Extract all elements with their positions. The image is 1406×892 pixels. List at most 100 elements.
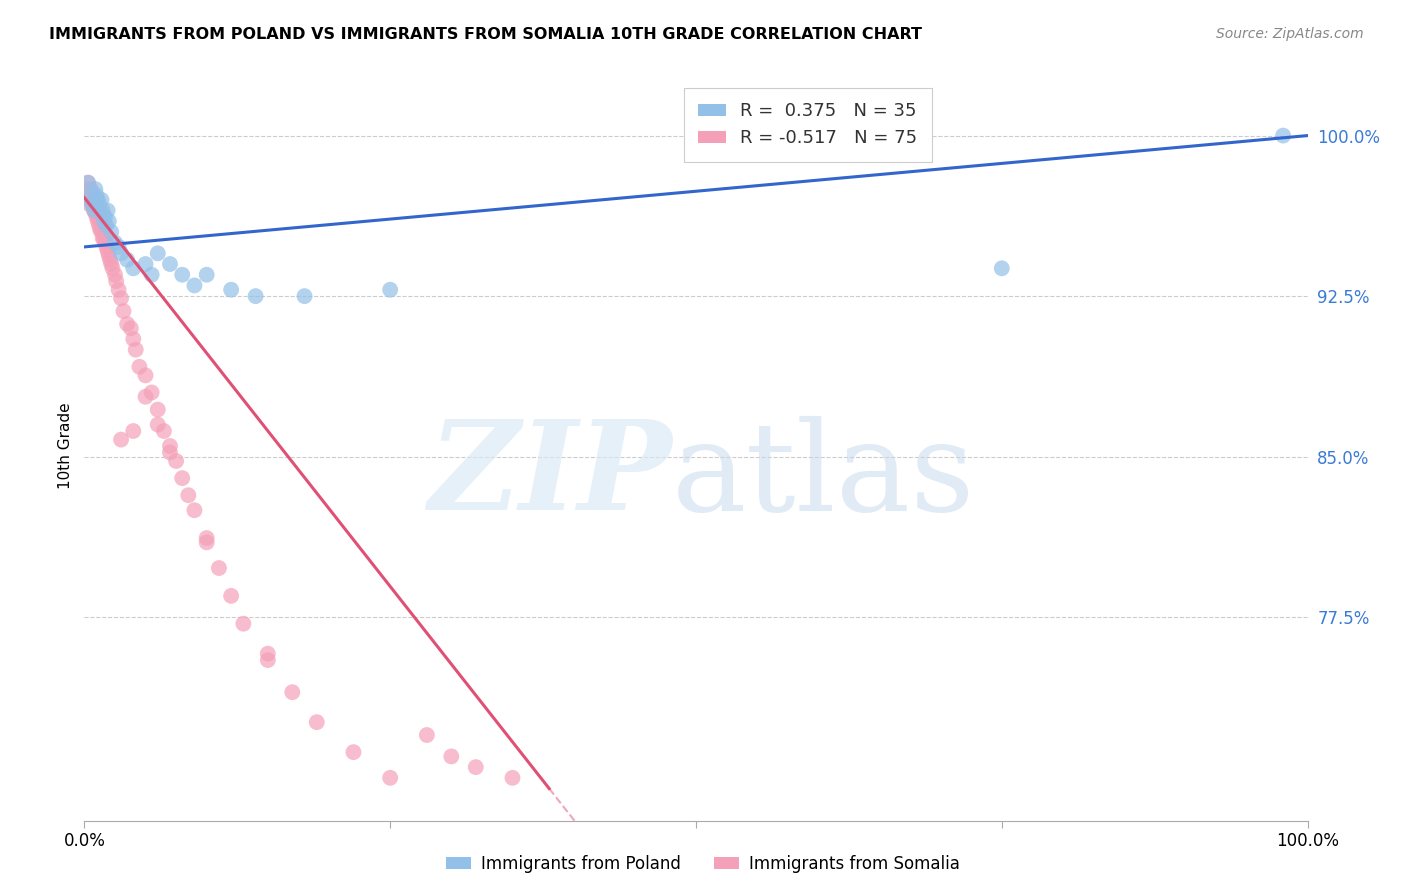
Point xyxy=(77,188,100,202)
Point xyxy=(82,197,104,211)
Point xyxy=(141,385,163,400)
Point xyxy=(165,454,187,468)
Point xyxy=(128,359,150,374)
Point xyxy=(125,343,148,357)
Point xyxy=(110,291,132,305)
Point xyxy=(83,203,105,218)
Point xyxy=(87,197,110,211)
Point xyxy=(77,197,100,211)
Point xyxy=(146,402,169,417)
Point xyxy=(93,223,115,237)
Point xyxy=(195,531,218,545)
Point xyxy=(79,188,101,202)
Point xyxy=(82,188,104,202)
Point xyxy=(86,210,108,224)
Point xyxy=(96,219,118,233)
Point xyxy=(172,268,194,282)
Point xyxy=(104,268,127,282)
Point xyxy=(135,368,157,383)
Point xyxy=(380,283,402,297)
Point xyxy=(89,203,111,218)
Legend: R =  0.375   N = 35, R = -0.517   N = 75: R = 0.375 N = 35, R = -0.517 N = 75 xyxy=(685,88,932,161)
Point xyxy=(122,424,145,438)
Point xyxy=(100,257,122,271)
Point xyxy=(219,589,242,603)
Point xyxy=(86,199,108,213)
Text: IMMIGRANTS FROM POLAND VS IMMIGRANTS FROM SOMALIA 10TH GRADE CORRELATION CHART: IMMIGRANTS FROM POLAND VS IMMIGRANTS FRO… xyxy=(49,27,922,42)
Point xyxy=(80,197,103,211)
Point xyxy=(135,257,157,271)
Point xyxy=(342,745,364,759)
Point xyxy=(77,176,100,190)
Point xyxy=(153,424,176,438)
Point xyxy=(79,193,101,207)
Point xyxy=(464,760,486,774)
Point xyxy=(159,439,181,453)
Point xyxy=(105,274,128,288)
Legend: Immigrants from Poland, Immigrants from Somalia: Immigrants from Poland, Immigrants from … xyxy=(439,848,967,880)
Point xyxy=(91,231,114,245)
Point xyxy=(97,203,120,218)
Point xyxy=(172,471,194,485)
Point xyxy=(177,488,200,502)
Point xyxy=(83,203,105,218)
Point xyxy=(87,219,110,233)
Point xyxy=(80,193,103,207)
Point xyxy=(991,261,1014,276)
Text: Source: ZipAtlas.com: Source: ZipAtlas.com xyxy=(1216,27,1364,41)
Point xyxy=(195,535,218,549)
Point xyxy=(183,503,205,517)
Point xyxy=(91,203,114,218)
Point xyxy=(257,653,280,667)
Point xyxy=(195,268,218,282)
Point xyxy=(84,182,107,196)
Point xyxy=(294,289,316,303)
Point xyxy=(84,205,107,219)
Point xyxy=(146,417,169,432)
Point xyxy=(90,225,112,239)
Point xyxy=(232,616,254,631)
Point xyxy=(110,433,132,447)
Point xyxy=(208,561,231,575)
Point xyxy=(100,225,122,239)
Point xyxy=(146,246,169,260)
Point xyxy=(97,244,120,259)
Point xyxy=(122,332,145,346)
Point xyxy=(104,235,127,250)
Point xyxy=(440,749,463,764)
Point xyxy=(101,261,124,276)
Point xyxy=(77,188,100,202)
Point xyxy=(83,197,105,211)
Text: ZIP: ZIP xyxy=(427,415,672,537)
Y-axis label: 10th Grade: 10th Grade xyxy=(58,402,73,490)
Point xyxy=(91,223,114,237)
Point xyxy=(80,184,103,198)
Point xyxy=(87,210,110,224)
Point xyxy=(87,214,110,228)
Point xyxy=(97,248,120,262)
Point xyxy=(97,214,120,228)
Point xyxy=(135,390,157,404)
Point xyxy=(122,261,145,276)
Point xyxy=(93,214,115,228)
Point xyxy=(281,685,304,699)
Point xyxy=(90,193,112,207)
Point xyxy=(87,193,110,207)
Point xyxy=(416,728,439,742)
Point xyxy=(77,176,100,190)
Point xyxy=(120,321,142,335)
Point xyxy=(257,647,280,661)
Point xyxy=(89,214,111,228)
Point xyxy=(86,188,108,202)
Point xyxy=(112,304,135,318)
Point xyxy=(159,445,181,459)
Point xyxy=(98,252,121,267)
Point xyxy=(115,252,138,267)
Point xyxy=(96,240,118,254)
Point xyxy=(87,205,110,219)
Point xyxy=(110,246,132,260)
Point xyxy=(1272,128,1295,143)
Point xyxy=(76,182,98,196)
Point xyxy=(219,283,242,297)
Point xyxy=(107,283,129,297)
